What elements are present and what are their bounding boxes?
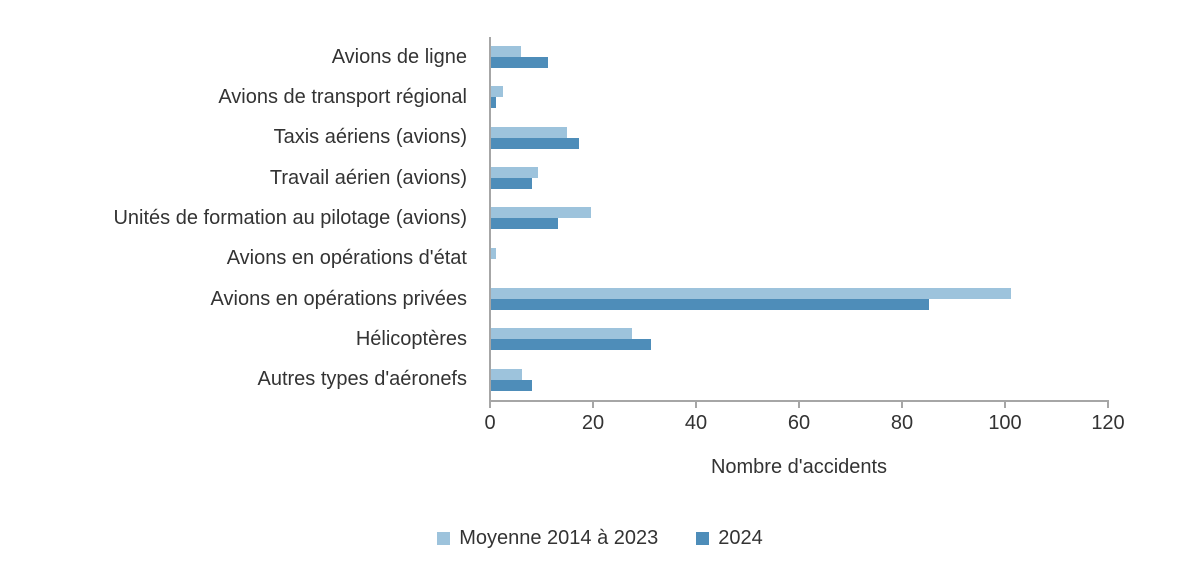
bar-group [491, 37, 1109, 77]
category-axis: Avions de ligne Avions de transport régio… [0, 37, 478, 400]
x-axis-tick [695, 402, 697, 408]
bar-group [491, 77, 1109, 117]
x-axis-tick-label: 40 [684, 412, 708, 434]
bar-group [491, 118, 1109, 158]
legend-item-2024: 2024 [696, 527, 763, 550]
x-axis-tick [592, 402, 594, 408]
bar-2024 [491, 339, 651, 351]
x-axis-tick [1107, 402, 1109, 408]
bar-2024 [491, 57, 548, 69]
legend: Moyenne 2014 à 2023 2024 [0, 527, 1200, 550]
bar-group [491, 239, 1109, 279]
category-label: Avions en opérations privées [210, 287, 467, 310]
bar-moyenne [491, 328, 632, 340]
category-label: Avions de ligne [331, 45, 467, 68]
x-axis-tick [489, 402, 491, 408]
x-axis-ticks [489, 402, 1109, 409]
bar-2024 [491, 178, 533, 190]
x-axis-tick-label: 80 [890, 412, 914, 434]
x-axis-tick [1004, 402, 1006, 408]
bar-moyenne [491, 46, 521, 58]
x-axis-tick-label: 60 [787, 412, 811, 434]
category-label: Avions en opérations d'état [226, 247, 467, 270]
category-label: Avions de transport régional [218, 85, 467, 108]
bar-moyenne [491, 247, 497, 259]
x-axis-tick-label: 100 [988, 412, 1022, 434]
bar-moyenne [491, 126, 567, 138]
x-axis-tick-label: 20 [581, 412, 605, 434]
bar-2024 [491, 299, 929, 311]
bar-2024 [491, 379, 533, 391]
bar-moyenne [491, 167, 538, 179]
x-axis-tick [798, 402, 800, 408]
bar-2024 [491, 97, 497, 109]
bar-group [491, 279, 1109, 319]
bar-group [491, 319, 1109, 359]
legend-swatch-moyenne [437, 532, 451, 545]
legend-label-moyenne: Moyenne 2014 à 2023 [459, 527, 659, 549]
legend-item-moyenne: Moyenne 2014 à 2023 [437, 527, 658, 550]
category-label: Travail aérien (avions) [269, 166, 467, 189]
bar-moyenne [491, 368, 522, 380]
x-axis-title: Nombre d'accidents [710, 456, 888, 478]
category-label: Hélicoptères [355, 327, 467, 350]
bar-moyenne [491, 207, 592, 219]
plot-area [489, 37, 1109, 402]
x-axis-tick-labels: 0 20 40 60 80 100 120 [484, 412, 1124, 440]
category-label: Taxis aériens (avions) [273, 126, 467, 149]
legend-swatch-2024 [696, 532, 710, 545]
bar-group [491, 158, 1109, 198]
category-label: Unités de formation au pilotage (avions) [113, 206, 467, 229]
bar-2024 [491, 137, 579, 149]
x-axis-tick-label: 120 [1091, 412, 1125, 434]
x-axis-tick-label: 0 [484, 412, 496, 434]
bar-2024 [491, 218, 558, 230]
bar-group [491, 360, 1109, 400]
x-axis-tick [901, 402, 903, 408]
bar-moyenne [491, 86, 504, 98]
bar-group [491, 198, 1109, 238]
legend-label-2024: 2024 [718, 527, 763, 549]
bar-rows [491, 37, 1109, 400]
category-label: Autres types d'aéronefs [257, 368, 468, 391]
bar-moyenne [491, 288, 1012, 300]
